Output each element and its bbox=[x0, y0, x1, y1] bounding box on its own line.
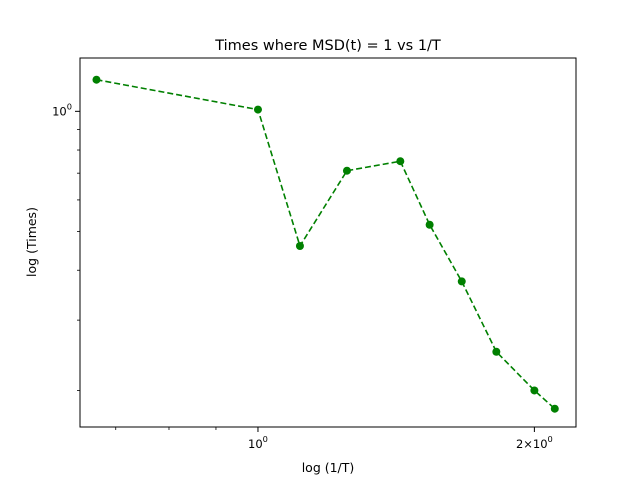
series-line bbox=[96, 78, 556, 410]
tick-label: 2×100 bbox=[516, 434, 553, 451]
ticks-layer: 100 2×100 100 bbox=[52, 101, 553, 451]
tick-label: 100 bbox=[52, 101, 72, 118]
plot-layer bbox=[92, 75, 559, 413]
data-point bbox=[492, 347, 501, 356]
y-axis-label: log (Times) bbox=[24, 207, 39, 277]
data-point bbox=[92, 75, 101, 84]
axes-frame bbox=[79, 57, 577, 428]
data-point bbox=[425, 220, 434, 229]
data-point bbox=[295, 242, 304, 250]
tick-label: 100 bbox=[248, 434, 268, 451]
data-point bbox=[550, 404, 559, 413]
chart-title: Times where MSD(t) = 1 vs 1/T bbox=[214, 38, 441, 54]
data-point bbox=[457, 277, 466, 286]
x-axis-label: log (1/T) bbox=[302, 460, 355, 475]
data-point bbox=[253, 105, 262, 114]
data-point bbox=[396, 157, 405, 166]
data-point bbox=[342, 166, 351, 175]
data-point bbox=[530, 386, 539, 395]
